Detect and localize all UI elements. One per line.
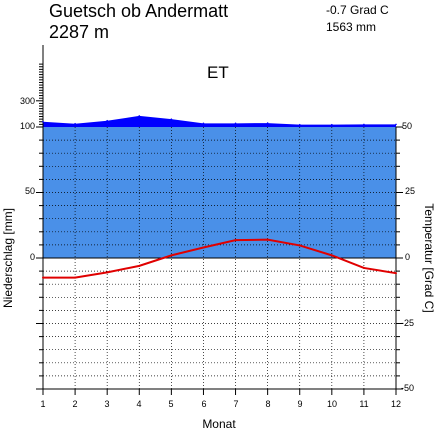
precipitation-point [331,123,333,126]
station-title: Guetsch ob Andermatt [49,1,228,21]
mean-temperature: -0.7 Grad C [326,3,389,17]
temperature-point [234,239,237,242]
temperature-point [266,238,269,241]
right-tick-label-25: 25 [405,186,415,196]
precipitation-point [202,122,205,125]
temperature-point [138,264,141,267]
annual-precipitation: 1563 mm [326,20,376,34]
precipitation-point [395,123,397,126]
precipitation-point [298,123,301,126]
temperature-point [42,276,44,279]
temperature-point [395,272,397,275]
x-tick-label-2: 2 [72,399,77,409]
x-tick-label-12: 12 [391,399,401,409]
precipitation-points [42,115,397,126]
temperature-point [170,254,173,257]
x-tick-label-4: 4 [136,399,141,409]
left-tick-label-300: 300 [20,96,35,106]
x-tick-label-3: 3 [104,399,109,409]
precipitation-point [363,123,365,126]
precipitation-point [74,122,76,125]
right-tick-label-0: 0 [405,252,410,262]
left-tick-label-0: 0 [30,252,35,262]
x-tick-label-7: 7 [233,399,238,409]
tick-marks [36,63,403,395]
grid-lines [43,127,396,389]
precipitation-excess-area [43,115,396,127]
x-tick-label-11: 11 [359,399,368,409]
x-tick-label-1: 1 [40,399,45,409]
precipitation-point [266,122,269,124]
temperature-point [298,244,301,247]
right-tick-label-minus25: -25 [401,318,414,328]
precipitation-point [106,119,108,122]
x-tick-label-10: 10 [327,399,337,409]
y-axis-label-right: Temperatur [Grad C] [422,203,436,312]
precipitation-point [138,115,141,117]
left-tick-label-100: 100 [20,121,35,131]
climate-classification: ET [207,63,229,82]
precipitation-humid-area [43,127,396,258]
x-tick-label-8: 8 [265,399,270,409]
x-tick-label-9: 9 [297,399,302,409]
x-tick-label-5: 5 [168,399,173,409]
precipitation-point [170,118,173,120]
temperature-point [202,246,205,249]
left-tick-label-50: 50 [25,186,35,196]
y-axis-label-left: Niederschlag [mm] [1,208,15,308]
temperature-point [362,266,365,269]
temperature-line [43,238,397,279]
temperature-points [42,238,397,279]
x-axis-label: Monat [202,417,236,430]
temperature-point [330,254,333,257]
precipitation-point [234,122,237,125]
x-tick-label-6: 6 [201,399,206,409]
temperature-point [74,276,77,279]
right-tick-label-50: 50 [402,121,412,131]
precipitation-point [42,120,44,123]
station-elevation: 2287 m [49,22,109,42]
temperature-point [106,271,109,274]
right-tick-label-minus50: -50 [401,383,414,393]
